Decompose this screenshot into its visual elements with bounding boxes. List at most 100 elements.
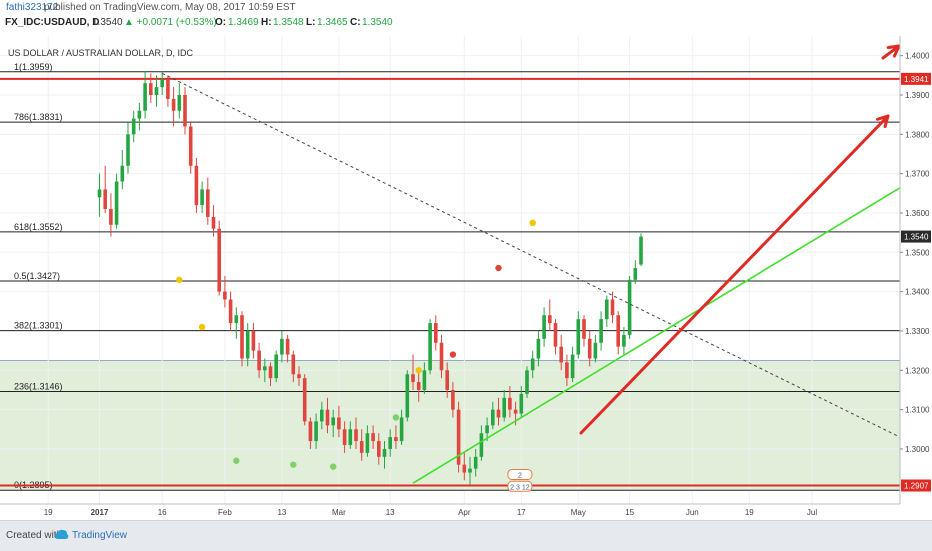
candle-body xyxy=(120,165,125,182)
candle-body xyxy=(587,338,592,359)
candle-body xyxy=(285,338,290,355)
candle-body xyxy=(217,228,221,292)
tradingview-brand-link[interactable]: TradingView xyxy=(72,530,128,541)
candle-body xyxy=(240,315,244,359)
price-tick-label: 1.3600 xyxy=(905,209,930,218)
candle-body xyxy=(143,83,147,111)
candle-body xyxy=(97,189,102,198)
candle-body xyxy=(605,299,609,320)
signal-dot xyxy=(495,264,502,272)
open-value: 1.3469 xyxy=(228,17,259,28)
time-tick-label: Apr xyxy=(458,508,471,517)
candle-body xyxy=(622,334,626,347)
price-tick-label: 1.3500 xyxy=(905,248,930,257)
red-price-tag xyxy=(901,479,931,492)
candle-body xyxy=(542,315,546,339)
candle-body xyxy=(109,209,113,225)
candle-body xyxy=(257,350,261,371)
time-tick-label: Mar xyxy=(332,508,346,517)
candle-body xyxy=(451,389,455,410)
candle-body xyxy=(519,393,524,414)
candle-body xyxy=(302,378,307,422)
time-tick-label: 13 xyxy=(386,508,395,517)
candle-body xyxy=(377,441,381,457)
candle-body xyxy=(320,409,324,422)
candle-body xyxy=(496,409,501,418)
signal-dots: 2 2 3 12 xyxy=(176,219,536,492)
candle-body xyxy=(616,315,620,347)
publish-header: fathi323172 published on TradingView.com… xyxy=(0,0,932,14)
time-tick-label: 17 xyxy=(517,508,526,517)
fib-level-label: 618(1.3552) xyxy=(14,222,63,232)
candle-body xyxy=(582,319,586,339)
dashed-trendline xyxy=(161,72,901,438)
event-marker: 2 3 12 xyxy=(507,480,533,492)
drawings xyxy=(161,44,901,484)
candle-body xyxy=(633,268,638,280)
candle-body xyxy=(160,79,164,88)
candle-body xyxy=(428,323,432,371)
candle-body xyxy=(314,421,318,442)
signal-dot xyxy=(392,414,400,421)
price-tick-label: 1.3400 xyxy=(905,288,930,297)
red-forecast-arrow-head xyxy=(875,114,890,129)
candle-body xyxy=(359,441,364,453)
close-value: 1.3540 xyxy=(362,17,393,28)
candle-body xyxy=(405,374,410,418)
red-price-tag-label: 1.2907 xyxy=(904,482,929,491)
candle-body xyxy=(154,87,159,95)
time-tick-label: May xyxy=(571,508,586,517)
candle-body xyxy=(456,409,461,465)
signal-dot xyxy=(233,457,240,464)
price-tick-label: 1.3200 xyxy=(905,366,930,375)
candle-body xyxy=(439,342,444,371)
time-tick-label: 19 xyxy=(745,508,754,517)
candle-body xyxy=(337,417,341,430)
candle-body xyxy=(565,362,569,379)
candle-body xyxy=(137,110,142,119)
red-small-arrow-shaft xyxy=(881,44,901,60)
time-tick-label: 2017 xyxy=(91,508,109,517)
candle-body xyxy=(411,374,415,383)
time-tick-label: 15 xyxy=(625,508,634,517)
signal-dot xyxy=(449,351,457,358)
author-link[interactable]: fathi323172 xyxy=(6,2,59,13)
event-marker-label: 2 3 12 xyxy=(510,484,530,491)
signal-dot xyxy=(330,463,337,470)
candle-body xyxy=(416,382,421,390)
signal-dot xyxy=(415,367,422,374)
candle-body xyxy=(394,437,398,442)
candle-body xyxy=(348,429,353,446)
candle-body xyxy=(228,299,233,324)
candle-body xyxy=(200,189,204,206)
candle-body xyxy=(234,315,239,324)
candle-body xyxy=(291,354,296,375)
candle-body xyxy=(280,338,284,355)
price-chart[interactable]: 1(1.3959) 786(1.3831) 618(1.3552) 0.5(1.342… xyxy=(0,36,932,520)
candle-body xyxy=(513,409,518,414)
time-axis-bg xyxy=(0,504,932,520)
candle-body xyxy=(223,291,227,300)
price-tick-label: 1.3800 xyxy=(905,130,930,139)
symbol-label[interactable]: FX_IDC:USDAUD, D xyxy=(5,17,100,28)
candle-body xyxy=(473,456,478,469)
time-tick-label: Jun xyxy=(686,508,699,517)
green-trendline xyxy=(412,187,901,484)
axes: 1.4000 1.3900 1.3800 1.3700 1.3600 1.3500 1.34… xyxy=(0,36,932,520)
close-label: C: xyxy=(350,17,361,28)
candle-body xyxy=(331,417,335,426)
price-tick-label: 1.3300 xyxy=(905,327,930,336)
candle-body xyxy=(131,118,136,135)
candle-body xyxy=(365,433,370,453)
candle-body xyxy=(548,315,552,324)
candle-body xyxy=(422,370,427,390)
low-value: 1.3465 xyxy=(317,17,348,28)
fib-level-label: 0.5(1.3427) xyxy=(14,271,60,281)
candle-body xyxy=(479,433,484,457)
time-tick-label: 13 xyxy=(277,508,286,517)
price-tick-label: 1.3100 xyxy=(905,406,930,415)
level-lines: 1(1.3959) 786(1.3831) 618(1.3552) 0.5(1.342… xyxy=(0,62,900,491)
high-value: 1.3548 xyxy=(273,17,304,28)
red-small-arrow-head xyxy=(886,44,901,58)
fib-level-label: 236(1.3146) xyxy=(14,382,63,392)
